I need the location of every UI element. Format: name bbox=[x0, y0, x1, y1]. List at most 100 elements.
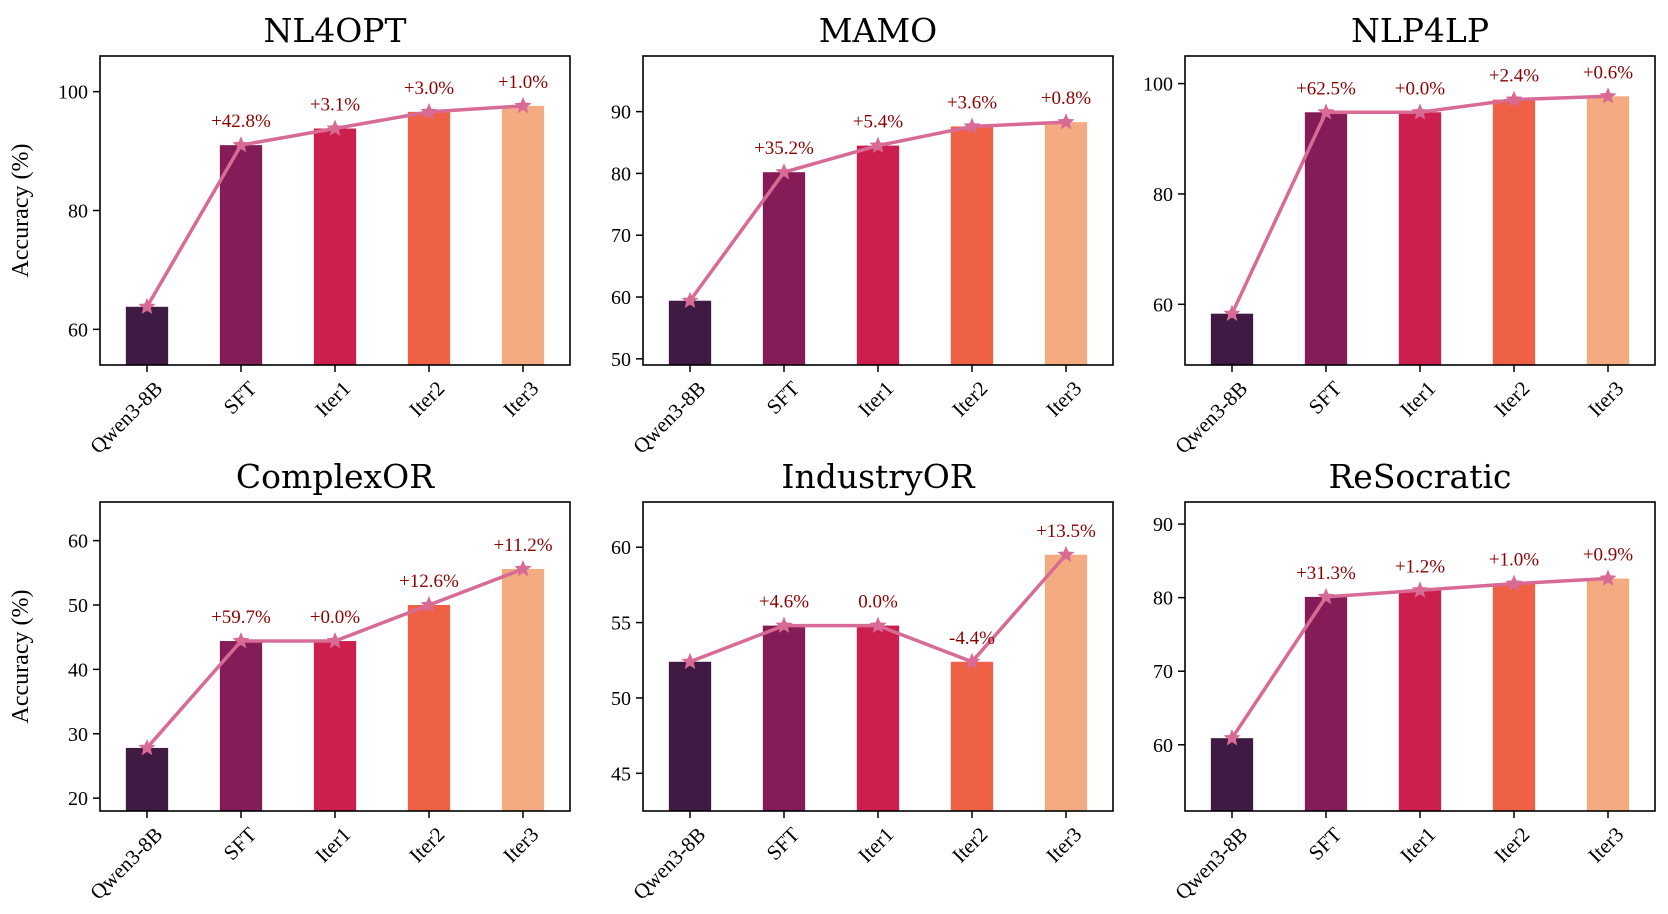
y-tick-label: 50 bbox=[68, 595, 88, 617]
bar-qwen3-8b bbox=[668, 300, 712, 365]
x-tick-label: Iter1 bbox=[310, 822, 355, 867]
gain-label: +13.5% bbox=[1036, 521, 1096, 542]
star-marker bbox=[1411, 581, 1429, 598]
gain-label: +3.6% bbox=[947, 92, 997, 113]
y-tick-label: 70 bbox=[611, 225, 631, 247]
bar-iter3 bbox=[1586, 96, 1630, 365]
bar-iter3 bbox=[1586, 578, 1630, 811]
star-marker bbox=[1223, 304, 1241, 321]
x-tick-label: SFT bbox=[219, 376, 262, 419]
bar-sft bbox=[1304, 112, 1348, 366]
bar-iter1 bbox=[313, 641, 357, 811]
gain-label: +35.2% bbox=[754, 138, 814, 159]
bar-iter2 bbox=[407, 111, 451, 365]
bar-iter2 bbox=[1492, 583, 1536, 811]
x-tick-label: Iter2 bbox=[947, 822, 992, 867]
y-tick-label: 70 bbox=[1153, 661, 1173, 683]
bar-qwen3-8b bbox=[125, 747, 169, 811]
star-marker bbox=[775, 616, 793, 633]
star-marker bbox=[514, 559, 532, 577]
gain-label: +0.6% bbox=[1583, 62, 1633, 83]
y-tick-label: 80 bbox=[1153, 184, 1173, 206]
star-marker bbox=[1599, 87, 1617, 104]
x-tick-label: Iter2 bbox=[947, 376, 992, 421]
star-marker bbox=[1505, 90, 1523, 107]
bar-iter1 bbox=[313, 128, 357, 365]
bar-iter1 bbox=[856, 625, 900, 811]
x-tick-label: Qwen3-8B bbox=[1170, 376, 1252, 458]
bar-sft bbox=[762, 625, 806, 811]
star-marker bbox=[326, 119, 344, 136]
y-tick-label: 50 bbox=[611, 688, 631, 710]
star-marker bbox=[681, 291, 699, 309]
gain-label: +1.0% bbox=[1489, 550, 1539, 571]
gain-label: +3.0% bbox=[404, 78, 454, 99]
y-tick-label: 60 bbox=[68, 319, 88, 341]
x-tick-label: Iter1 bbox=[1395, 376, 1440, 421]
x-tick-label: Qwen3-8B bbox=[85, 822, 167, 904]
bar-sft bbox=[762, 172, 806, 365]
x-tick-label: SFT bbox=[219, 822, 262, 865]
chart-title: MAMO bbox=[819, 11, 937, 50]
star-marker bbox=[1505, 574, 1523, 591]
x-tick-label: Iter3 bbox=[1583, 822, 1628, 867]
gain-label: +12.6% bbox=[399, 571, 459, 592]
x-tick-label: Iter1 bbox=[853, 822, 898, 867]
bar-iter1 bbox=[856, 145, 900, 365]
y-tick-label: 55 bbox=[611, 613, 631, 635]
star-marker bbox=[1317, 587, 1335, 605]
x-tick-label: Qwen3-8B bbox=[628, 376, 710, 458]
bar-sft bbox=[219, 641, 263, 811]
star-marker bbox=[963, 117, 981, 134]
y-tick-label: 100 bbox=[58, 82, 88, 104]
star-marker bbox=[138, 738, 156, 756]
bar-qwen3-8b bbox=[1210, 738, 1254, 811]
bar-iter3 bbox=[1044, 122, 1088, 365]
star-marker bbox=[775, 163, 793, 180]
bar-qwen3-8b bbox=[668, 661, 712, 811]
chart-panel-nlp4lp: NLP4LP +62.5% +0.0% +2.4% +0.6% 60 80 100 Qwen3-… bbox=[1143, 11, 1656, 458]
star-marker bbox=[1057, 545, 1075, 563]
x-tick-label: SFT bbox=[762, 822, 805, 865]
x-tick-label: Iter3 bbox=[1583, 376, 1628, 421]
star-marker bbox=[138, 297, 156, 315]
x-tick-label: Iter3 bbox=[1041, 376, 1086, 421]
bar-iter3 bbox=[501, 105, 545, 366]
bar-iter2 bbox=[950, 126, 994, 366]
x-tick-label: Iter3 bbox=[498, 376, 543, 421]
x-tick-label: Iter3 bbox=[498, 822, 543, 867]
x-tick-label: Iter1 bbox=[1395, 822, 1440, 867]
y-tick-label: 20 bbox=[68, 788, 88, 810]
bar-iter3 bbox=[501, 568, 545, 811]
gain-label: +0.8% bbox=[1041, 88, 1091, 109]
chart-title: ReSocratic bbox=[1328, 457, 1511, 496]
y-tick-label: 60 bbox=[611, 287, 631, 309]
star-marker bbox=[1599, 569, 1617, 586]
x-tick-label: SFT bbox=[1304, 822, 1347, 865]
y-tick-label: 60 bbox=[1153, 294, 1173, 316]
y-tick-label: 30 bbox=[68, 724, 88, 746]
x-tick-label: Iter1 bbox=[853, 376, 898, 421]
bar-iter2 bbox=[407, 605, 451, 811]
bar-sft bbox=[219, 145, 263, 365]
bar-iter1 bbox=[1398, 590, 1442, 811]
x-tick-label: Iter2 bbox=[1489, 376, 1534, 421]
gain-label: +62.5% bbox=[1296, 78, 1356, 99]
gain-label: +5.4% bbox=[853, 112, 903, 133]
gain-label: +11.2% bbox=[493, 535, 552, 556]
x-tick-label: Iter2 bbox=[404, 822, 449, 867]
gain-label: +42.8% bbox=[211, 111, 271, 132]
chart-title: NLP4LP bbox=[1351, 11, 1489, 50]
star-marker bbox=[869, 136, 887, 153]
star-marker bbox=[963, 652, 981, 670]
bar-qwen3-8b bbox=[125, 306, 169, 365]
bar-qwen3-8b bbox=[1210, 313, 1254, 365]
chart-panel-nl4opt: NL4OPT +42.8% +3.1% +3.0% +1.0% 60 80 100 Accura… bbox=[8, 11, 571, 458]
bar-iter2 bbox=[950, 661, 994, 811]
y-tick-label: 60 bbox=[1153, 735, 1173, 757]
gain-label: -4.4% bbox=[949, 628, 995, 649]
star-marker bbox=[326, 632, 344, 649]
y-tick-label: 50 bbox=[611, 349, 631, 371]
gain-label: +2.4% bbox=[1489, 66, 1539, 87]
y-axis-label: Accuracy (%) bbox=[8, 590, 34, 724]
